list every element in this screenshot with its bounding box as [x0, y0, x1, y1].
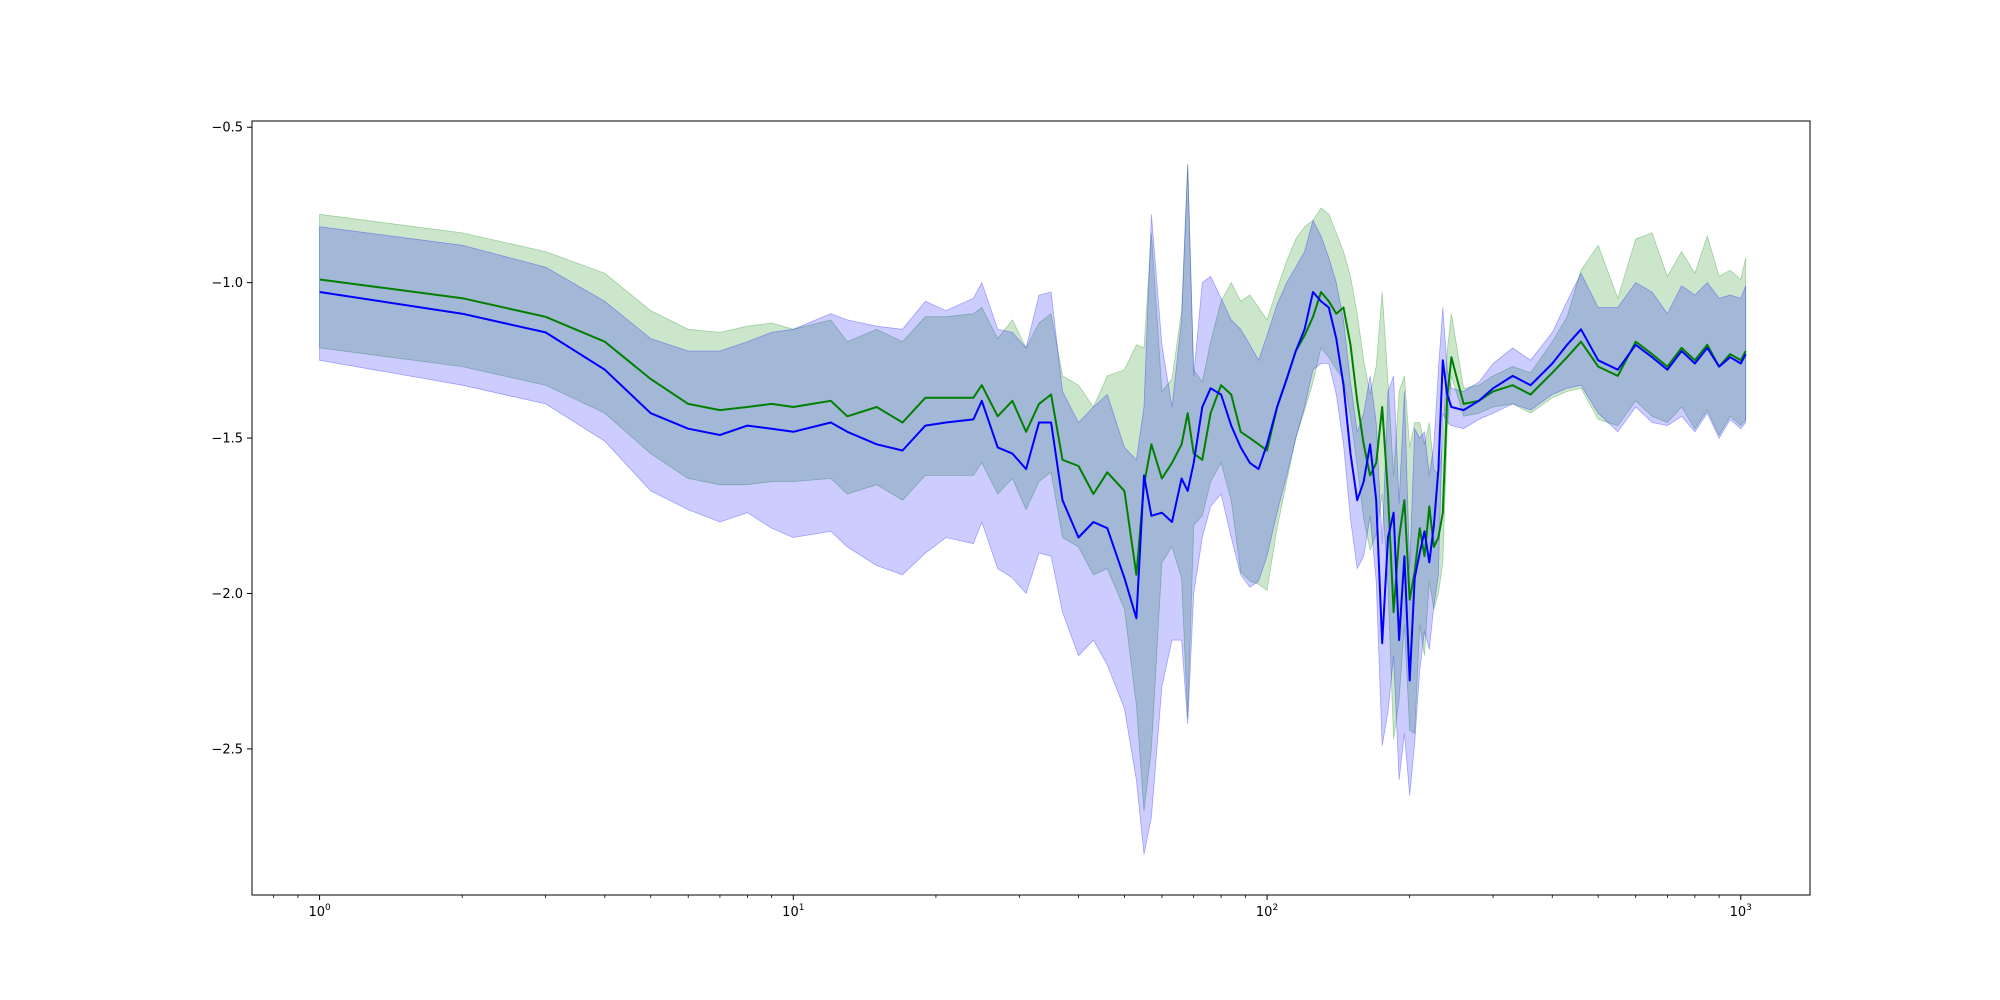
x-tick-label: 103 [1730, 903, 1752, 920]
y-tick-label: −0.5 [211, 121, 243, 136]
series-lines [319, 278, 1747, 682]
series-1-band [319, 164, 1747, 812]
series-2-band [319, 164, 1747, 855]
y-tick-label: −1.5 [211, 432, 243, 447]
x-tick-label: 101 [782, 903, 804, 920]
y-tick-label: −2.5 [211, 742, 243, 757]
x-axis: 100 101 102 103 [273, 895, 1752, 920]
y-tick-label: −1.0 [211, 276, 243, 291]
confidence-bands [319, 164, 1747, 855]
plot-frame [251, 120, 1811, 896]
y-axis: −0.5 −1.0 −1.5 −2.0 −2.5 [211, 121, 252, 757]
x-tick-label: 102 [1256, 903, 1278, 920]
series-2-line [319, 291, 1747, 682]
y-tick-label: −2.0 [211, 587, 243, 602]
x-tick-label: 100 [308, 903, 331, 920]
